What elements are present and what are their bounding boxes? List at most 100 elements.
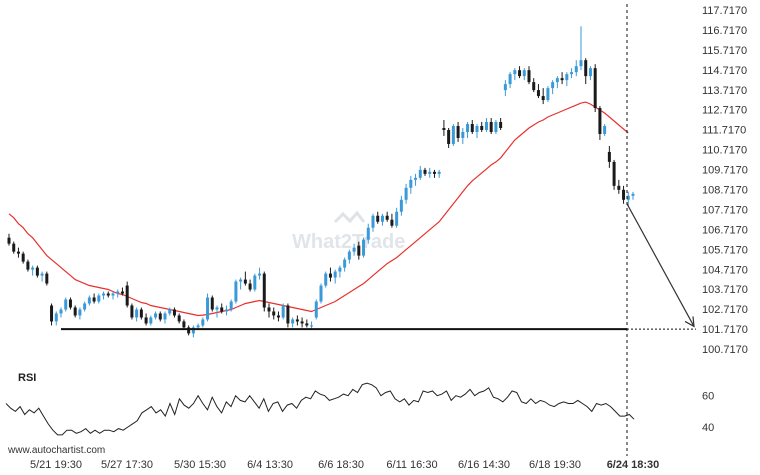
candle-body [314, 301, 318, 318]
candle-body [555, 78, 559, 83]
rsi-tick-label: 60 [702, 391, 714, 403]
candle [106, 291, 110, 298]
candle [158, 311, 162, 322]
candle-body [536, 90, 540, 97]
candle [187, 325, 191, 336]
price-tick-label: 114.7170 [702, 65, 747, 77]
candle-body [243, 279, 247, 284]
candle [295, 315, 299, 326]
candle-body [172, 309, 176, 316]
candle-body [324, 273, 328, 286]
candle-body [92, 297, 96, 302]
candle [78, 307, 82, 320]
candle [390, 213, 394, 228]
candle [588, 66, 592, 81]
candle [130, 303, 134, 320]
candle [380, 213, 384, 226]
candle-body [50, 305, 54, 322]
candle-body [196, 325, 200, 328]
candle [333, 269, 337, 284]
candle [371, 213, 375, 232]
price-tick-label: 109.7170 [702, 165, 748, 177]
candle [622, 185, 626, 204]
candle-body [399, 199, 403, 212]
candle [366, 223, 370, 244]
candle-body [598, 108, 602, 134]
candle-body [541, 96, 545, 101]
candle [484, 118, 488, 132]
candle [234, 279, 238, 304]
candle [399, 195, 403, 216]
candle-body [267, 307, 271, 312]
price-tick-label: 102.7170 [702, 304, 748, 316]
watermark: What2Trade [292, 210, 405, 253]
candle [612, 159, 616, 190]
candle-body [404, 187, 408, 200]
candle-body [248, 283, 252, 290]
candle [347, 249, 351, 264]
candle [536, 84, 540, 99]
candle [267, 303, 271, 318]
price-tick-label: 115.7170 [702, 45, 747, 57]
candle-body [475, 126, 479, 132]
candle-body [139, 309, 143, 318]
candle [395, 207, 399, 228]
candle [480, 122, 484, 132]
candle [499, 118, 503, 130]
candlestick-series [7, 26, 635, 338]
candle-body [130, 305, 134, 318]
time-tick-label: 6/11 16:30 [386, 459, 437, 471]
candle-body [522, 70, 526, 77]
candle-body [380, 215, 384, 222]
candle-body [295, 319, 299, 322]
candle-body [527, 70, 531, 83]
candle [116, 289, 120, 298]
candle [626, 191, 630, 206]
candle-body [210, 297, 214, 310]
candle-body [513, 70, 517, 75]
candle [513, 68, 517, 81]
candle-body [593, 68, 597, 109]
candle-body [111, 293, 115, 296]
candle-body [366, 227, 370, 240]
candle [92, 293, 96, 304]
candle [68, 297, 72, 310]
rsi-tick-label: 40 [702, 422, 714, 434]
candle [584, 58, 588, 85]
candle [172, 307, 176, 318]
candle [149, 315, 153, 326]
candle-body [45, 273, 49, 284]
candle [102, 291, 106, 300]
candle-body [120, 291, 124, 294]
candle-body [574, 66, 578, 73]
candle [324, 271, 328, 288]
candle-body [579, 60, 583, 67]
candle-body [612, 161, 616, 186]
candle-body [499, 122, 503, 128]
candle-body [456, 126, 460, 138]
rsi-panel: RSI 60 40 [5, 372, 714, 436]
candle [215, 305, 219, 318]
candle [281, 303, 285, 320]
candle-body [125, 285, 129, 306]
candle [276, 311, 280, 322]
candle [607, 145, 611, 168]
candle [87, 295, 91, 306]
rsi-title: RSI [18, 372, 36, 384]
candle [385, 211, 389, 222]
candle [139, 307, 143, 320]
candle-body [106, 293, 110, 296]
candle [461, 127, 465, 144]
time-tick-label: 5/21 19:30 [30, 459, 82, 471]
candle-body [622, 189, 626, 200]
candle [338, 265, 342, 278]
candle [442, 120, 446, 136]
candle-body [451, 126, 455, 144]
candle-body [588, 68, 592, 77]
candle-body [409, 179, 413, 188]
candle [206, 293, 210, 322]
candle-body [319, 285, 323, 302]
candle-body [518, 70, 522, 77]
candle [111, 291, 115, 300]
